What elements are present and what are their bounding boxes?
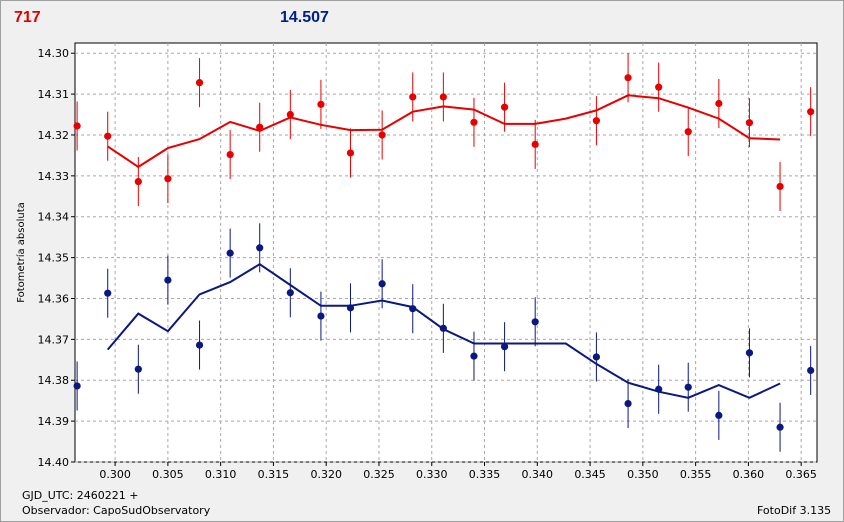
x-tick-label: 0.320	[310, 468, 342, 481]
data-point-blue	[164, 276, 172, 284]
data-point-blue	[226, 249, 234, 257]
y-tick-label: 14.32	[38, 129, 70, 142]
data-point-blue	[73, 382, 81, 390]
data-point-blue	[715, 411, 723, 419]
y-tick-label: 14.33	[38, 170, 70, 183]
data-point-red	[73, 122, 81, 130]
x-tick-label: 0.345	[574, 468, 606, 481]
y-tick-label: 14.40	[38, 456, 70, 469]
data-point-blue	[624, 399, 632, 408]
data-point-blue	[745, 349, 754, 357]
data-point-red	[378, 131, 386, 139]
data-point-red	[134, 177, 142, 186]
x-tick-label: 0.340	[522, 468, 554, 481]
data-point-red	[317, 100, 325, 108]
y-tick-label: 14.30	[38, 47, 70, 60]
data-point-red	[226, 150, 234, 159]
x-tick-label: 0.355	[680, 468, 712, 481]
data-point-red	[807, 108, 815, 116]
y-tick-label: 14.39	[38, 415, 70, 428]
data-point-blue	[439, 324, 447, 332]
data-point-blue	[531, 318, 539, 326]
data-point-red	[715, 99, 723, 108]
x-tick-label: 0.300	[99, 468, 131, 481]
data-point-red	[684, 128, 692, 136]
x-tick-label: 0.315	[258, 468, 290, 481]
data-point-red	[776, 182, 784, 191]
header-red-value: 717	[14, 9, 41, 26]
data-point-red	[104, 132, 112, 140]
y-tick-label: 14.34	[38, 211, 70, 224]
data-point-red	[195, 79, 204, 87]
y-tick-label: 14.31	[38, 88, 70, 101]
footer-observer: Observador: CapoSudObservatory	[22, 504, 211, 517]
data-point-red	[439, 93, 447, 101]
y-axis-label: Fotometría absoluta	[15, 202, 27, 303]
data-point-blue	[684, 383, 692, 391]
data-point-red	[470, 118, 478, 126]
data-point-blue	[134, 365, 142, 373]
y-tick-label: 14.36	[38, 292, 70, 305]
data-point-blue	[346, 304, 355, 312]
data-point-red	[286, 110, 294, 119]
x-tick-label: 0.330	[416, 468, 448, 481]
plot-area	[74, 42, 818, 463]
x-tick-label: 0.335	[469, 468, 501, 481]
data-point-blue	[655, 385, 663, 393]
data-point-blue	[409, 305, 417, 313]
data-point-red	[655, 83, 663, 91]
data-point-red	[592, 117, 601, 125]
x-tick-label: 0.360	[733, 468, 765, 481]
data-point-red	[531, 140, 539, 148]
x-tick-label: 0.325	[363, 468, 395, 481]
data-point-red	[346, 149, 355, 157]
x-tick-label: 0.350	[627, 468, 659, 481]
data-point-red	[164, 175, 172, 183]
data-point-red	[624, 74, 632, 82]
x-tick-label: 0.305	[152, 468, 184, 481]
data-point-red	[256, 123, 264, 131]
data-point-blue	[500, 343, 509, 351]
footer-software: FotoDif 3.135	[757, 504, 832, 517]
data-point-blue	[104, 289, 112, 297]
data-point-blue	[317, 312, 325, 320]
data-point-blue	[807, 366, 815, 375]
x-tick-label: 0.310	[205, 468, 237, 481]
data-point-red	[500, 103, 509, 111]
header-blue-value: 14.507	[280, 9, 329, 26]
data-point-blue	[378, 280, 386, 288]
data-point-blue	[195, 341, 204, 349]
data-point-red	[745, 119, 754, 127]
y-tick-label: 14.38	[38, 374, 70, 387]
y-tick-label: 14.37	[38, 333, 70, 346]
data-point-blue	[286, 289, 294, 297]
data-point-blue	[256, 244, 264, 252]
data-point-blue	[776, 423, 784, 431]
data-point-red	[409, 93, 417, 101]
y-tick-label: 14.35	[38, 252, 70, 265]
data-point-blue	[470, 352, 478, 360]
footer-gjd: GJD_UTC: 2460221 +	[22, 489, 139, 502]
data-point-blue	[592, 353, 601, 361]
x-tick-label: 0.365	[785, 468, 817, 481]
